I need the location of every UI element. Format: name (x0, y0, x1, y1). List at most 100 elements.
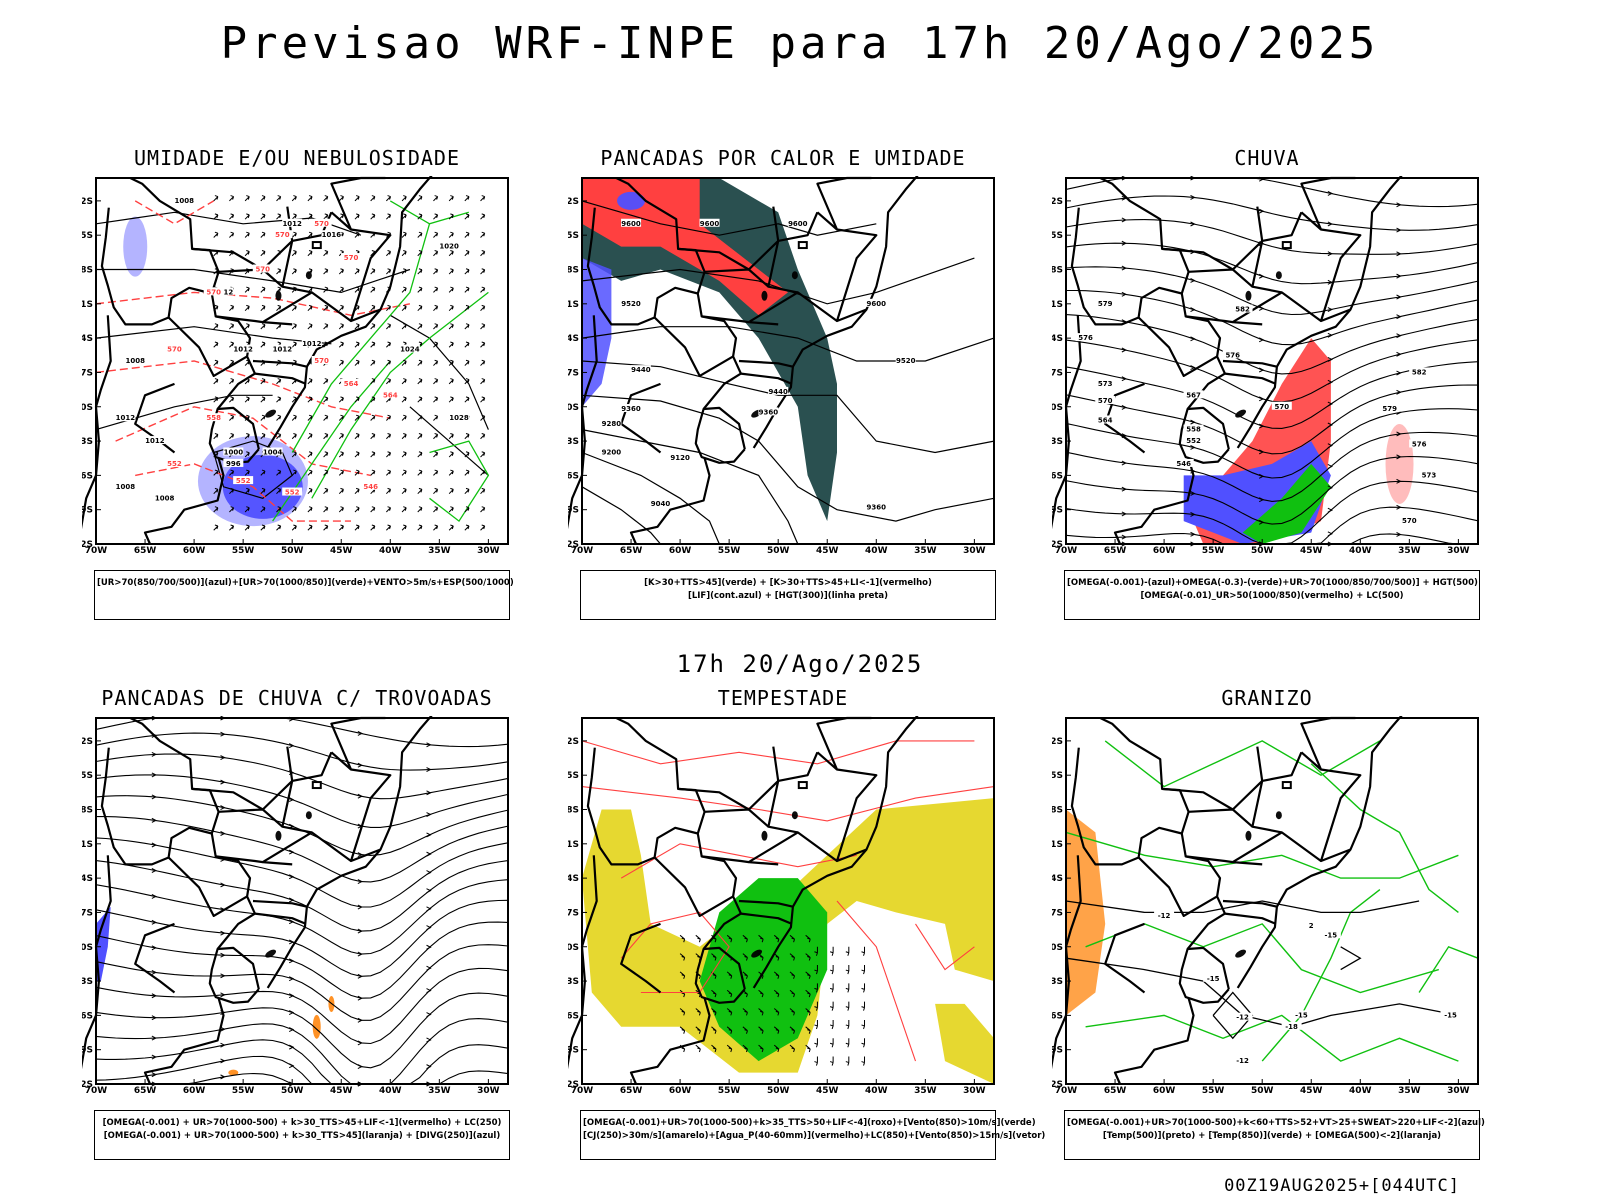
streamline-arrow (151, 1035, 157, 1041)
contour-line (620, 843, 857, 879)
wind-arrow (464, 378, 470, 385)
lon-tick-label: 35W (914, 1086, 937, 1096)
contour-label-bg (699, 218, 720, 227)
wind-arrow (260, 323, 266, 330)
contour-label-bg (1183, 424, 1204, 433)
streamline-arrow (288, 976, 295, 982)
streamline-arrow (1190, 365, 1196, 370)
wind-arrow (448, 359, 454, 366)
map-background (96, 718, 508, 1084)
wind-arrow (244, 432, 250, 440)
wind-arrow (260, 213, 266, 220)
wind-arrow (711, 1008, 717, 1016)
contour-label-bg (1183, 390, 1204, 399)
wind-arrow (213, 323, 219, 330)
contour-line (581, 360, 995, 454)
contour-label-bg (272, 344, 293, 353)
contour-label-bg (1095, 298, 1116, 307)
border-line (208, 946, 260, 1004)
contour-label-bg (1154, 910, 1175, 919)
lat-tick-label: 24S (1052, 334, 1063, 344)
wind-arrow (323, 469, 329, 476)
border-line (1113, 997, 1195, 1085)
legend-line: [UR>70(850/700/500)](azul)+[UR>70(1000/8… (97, 578, 514, 588)
border-line (1222, 899, 1278, 908)
streamline-arrow (426, 906, 432, 912)
wind-arrow (845, 1038, 850, 1048)
streamline-arrow (1121, 376, 1127, 382)
streamline (1065, 384, 1479, 455)
legend-line: [CJ(250)>30m/s](amarelo)+[Agua_P(40-60mm… (583, 1131, 1046, 1141)
wind-arrow (758, 1044, 764, 1053)
wind-arrow (464, 506, 470, 513)
wind-arrow (758, 989, 764, 998)
wind-arrow (260, 378, 266, 385)
wind-arrow (260, 487, 266, 495)
reservoir-mark (305, 811, 312, 820)
wind-arrow (448, 487, 454, 495)
contour-label-bg (1399, 516, 1420, 525)
legend-pancadas: [K>30+TTS>45](verde) + [K>30+TTS>45+LI<-… (580, 570, 996, 620)
wind-arrow (679, 934, 686, 943)
border-line (701, 855, 749, 864)
wind-arrow (480, 506, 486, 513)
legend-line: [OMEGA(-0.001)+UR>70(1000-500)+k<60+TTS>… (1067, 1118, 1485, 1128)
wind-arrow (354, 195, 360, 202)
lat-tick-label: 12S (1052, 197, 1063, 207)
page-title: Previsao WRF-INPE para 17h 20/Ago/2025 (220, 18, 1380, 69)
wind-arrow (276, 524, 282, 531)
panel-title: PANCADAS POR CALOR E UMIDADE (600, 146, 966, 170)
wind-arrow (244, 249, 250, 257)
legend-line: [LIF](cont.azul) + [HGT(300)](linha pret… (687, 591, 889, 601)
contour-label: 1012 (273, 346, 293, 354)
lat-tick-label: 27S (82, 908, 93, 918)
wind-arrow (370, 432, 376, 440)
wind-arrow (679, 1026, 686, 1034)
lon-tick-label: 45W (816, 546, 839, 556)
wind-arrow (433, 378, 439, 385)
border-line (694, 946, 746, 1004)
lat-tick-label: 42S (568, 1080, 579, 1090)
contour-label: 9600 (867, 300, 887, 308)
reservoir-mark (791, 811, 798, 820)
streamline-arrow (1121, 347, 1127, 353)
wind-arrow (213, 469, 219, 476)
lat-tick-label: 39S (1052, 1046, 1063, 1056)
streamline-arrow (288, 1010, 295, 1015)
wind-arrow (464, 451, 470, 458)
contour-label: 9120 (670, 454, 690, 462)
streamline (95, 992, 509, 1069)
lon-tick-label: 40W (865, 546, 888, 556)
lon-tick-label: 30W (1447, 546, 1470, 556)
federal-district-box (311, 241, 322, 250)
streamline-arrow (426, 832, 432, 838)
wind-arrow (448, 506, 454, 513)
wind-arrow (401, 506, 407, 513)
heat-instability-area (582, 178, 788, 316)
streamline-arrow (288, 958, 295, 964)
wind-arrow (464, 268, 470, 275)
wind-arrow (213, 213, 219, 220)
streamline-arrow (220, 882, 226, 888)
wind-arrow (229, 323, 235, 330)
wind-arrow (354, 396, 360, 403)
wind-arrow (370, 378, 376, 385)
wind-arrow (291, 341, 297, 348)
streamline-arrow (1258, 305, 1265, 311)
wind-arrow (338, 195, 344, 202)
contour-label: 582 (1235, 306, 1250, 314)
streamline (95, 879, 509, 955)
contour-label: 576 (1078, 334, 1093, 342)
wind-arrow (291, 249, 297, 257)
wind-arrow (323, 432, 329, 440)
wind-arrow (773, 934, 780, 943)
lat-tick-label: 18S (1052, 266, 1063, 276)
wind-arrow (448, 195, 454, 202)
wind-arrow (229, 341, 235, 348)
lon-tick-label: 30W (477, 546, 500, 556)
wind-arrow (464, 524, 470, 531)
wind-arrow (789, 1008, 796, 1016)
lat-tick-label: 33S (82, 977, 93, 987)
streamline-arrow (426, 925, 432, 931)
streamline (1065, 266, 1479, 316)
